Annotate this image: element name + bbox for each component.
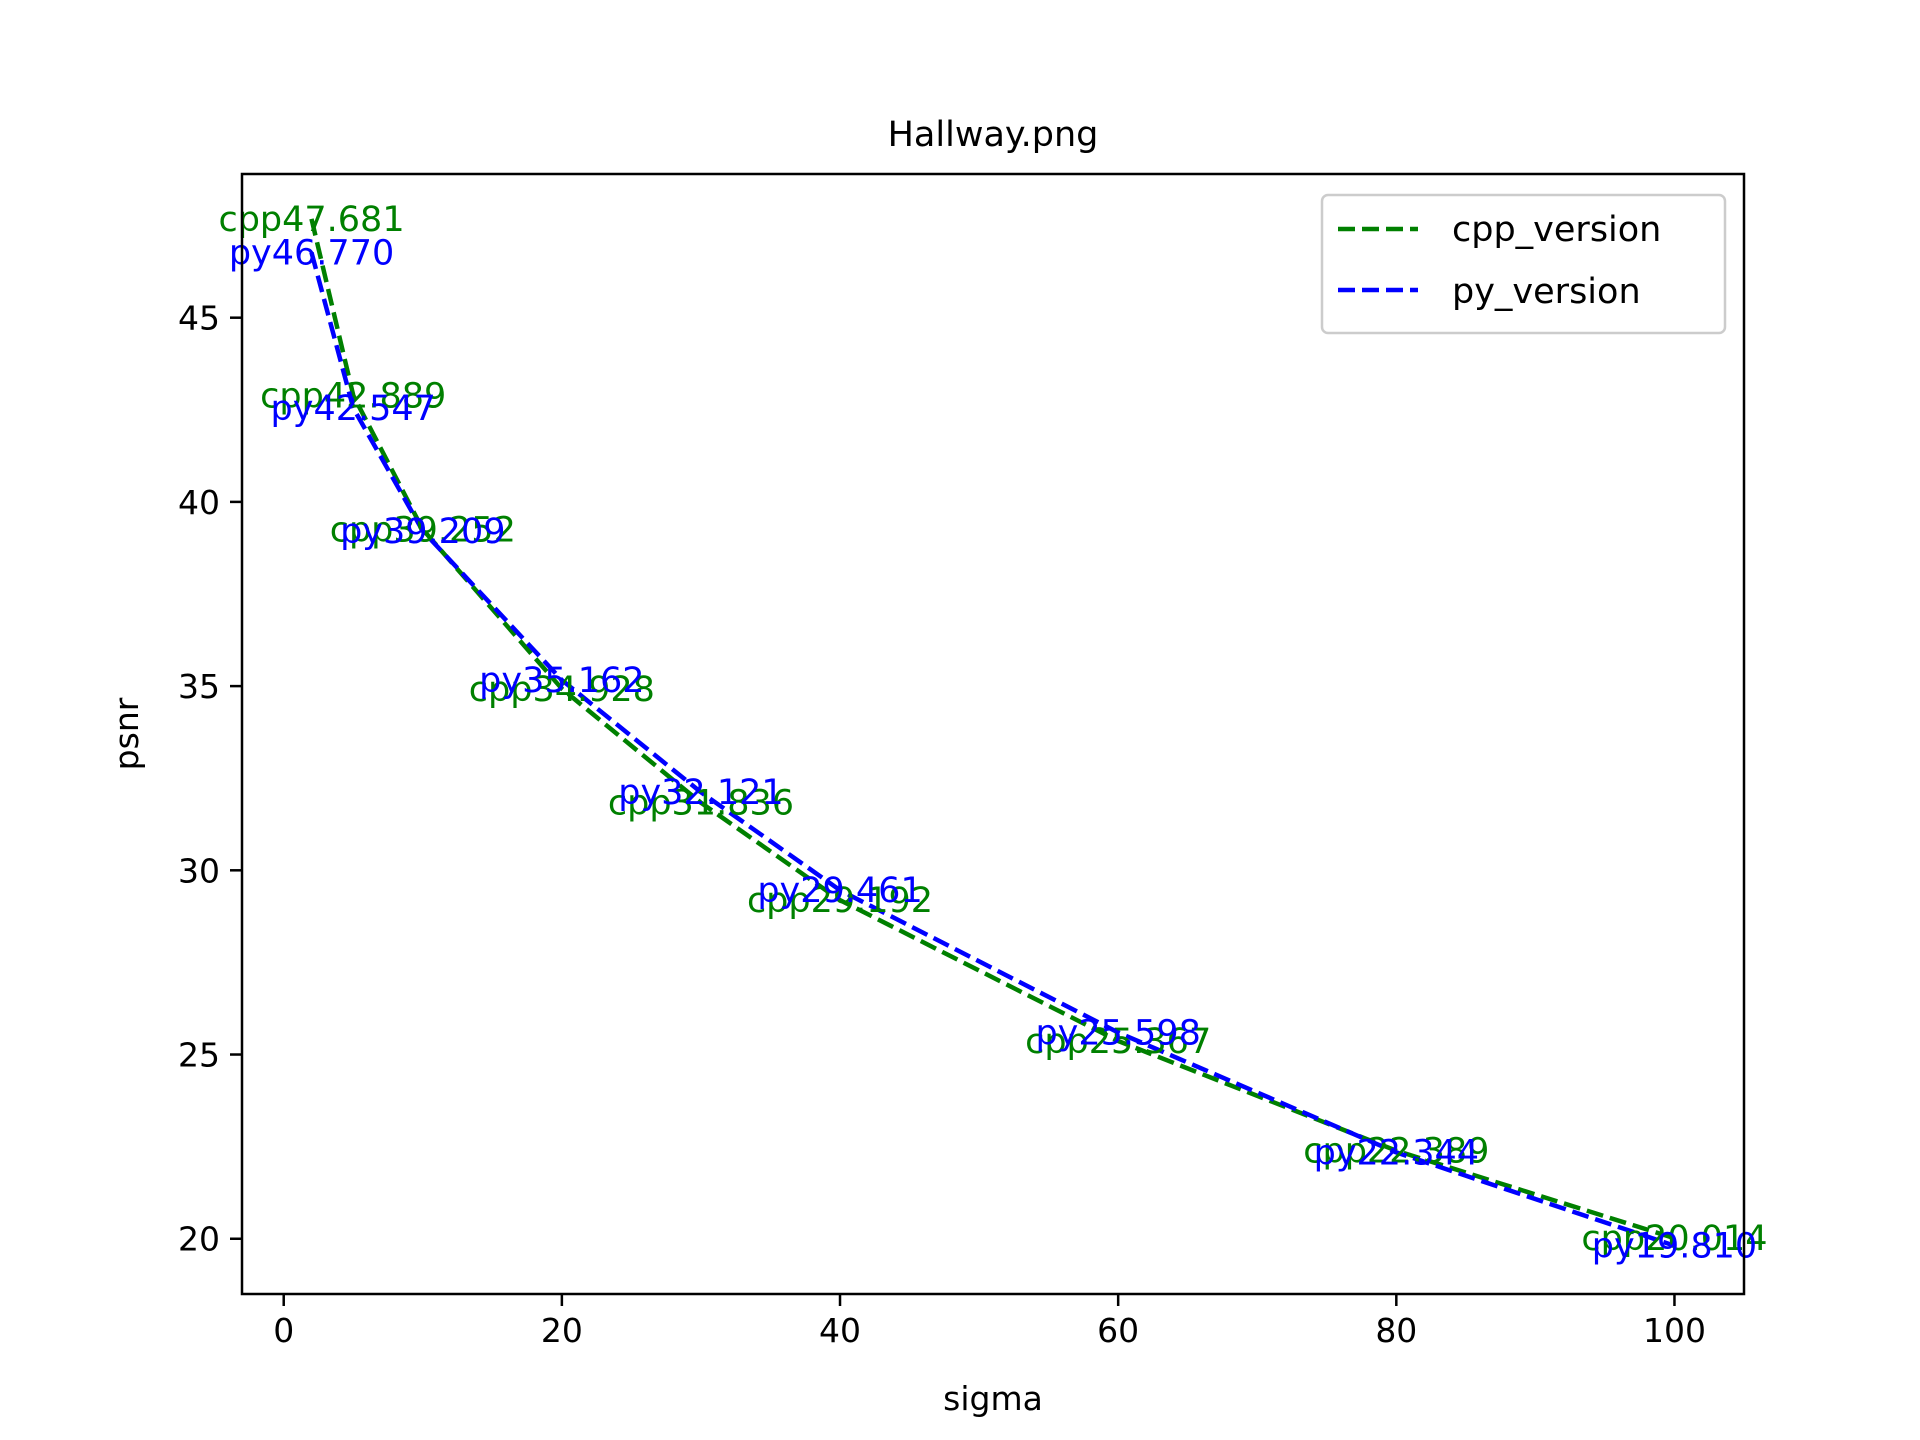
- x-tick-label: 100: [1643, 1311, 1706, 1350]
- x-tick-label: 80: [1375, 1311, 1417, 1350]
- x-tick-label: 60: [1097, 1311, 1139, 1350]
- data-label-py: py22.344: [1314, 1133, 1479, 1173]
- y-tick-label: 35: [178, 667, 220, 706]
- legend-box: [1320, 193, 1727, 335]
- x-axis-label: sigma: [943, 1379, 1043, 1418]
- data-label-cpp: cpp20.014: [1581, 1219, 1767, 1259]
- y-tick-label: 45: [178, 299, 220, 338]
- axis-ticks: 0 20 40 60 80 100 20 25 30 35 40 45: [178, 299, 1706, 1350]
- data-label-py: py19.810: [1592, 1227, 1757, 1267]
- data-label-cpp: cpp31.836: [608, 784, 794, 824]
- y-tick-label: 40: [178, 483, 220, 522]
- axes-frame: [240, 172, 1746, 1296]
- series-line-py_version: [309, 251, 1676, 1248]
- data-label-py: py35.162: [479, 661, 644, 701]
- data-labels: cpp47.681 cpp42.889 cpp39.252 cpp34.928 cpp3…: [218, 200, 1767, 1267]
- data-label-py: py39.209: [340, 512, 505, 552]
- y-tick-label: 30: [178, 851, 220, 890]
- data-label-cpp: cpp47.681: [218, 200, 404, 240]
- x-tick-label: 20: [541, 1311, 583, 1350]
- data-label-cpp: cpp25.367: [1025, 1022, 1211, 1062]
- legend: cpp_version py_version: [1320, 193, 1727, 335]
- y-tick-label: 25: [178, 1036, 220, 1075]
- data-label-cpp: cpp29.192: [747, 881, 933, 921]
- data-label-py: py42.547: [271, 389, 436, 429]
- data-label-cpp: cpp34.928: [469, 670, 655, 710]
- legend-label-py: py_version: [1452, 272, 1641, 312]
- legend-label-cpp: cpp_version: [1452, 210, 1661, 250]
- chart-title: Hallway.png: [888, 115, 1099, 155]
- x-tick-label: 0: [273, 1311, 294, 1350]
- data-label-py: py46.770: [229, 233, 394, 273]
- data-label-cpp: cpp39.252: [330, 510, 516, 550]
- plot-area: [309, 218, 1676, 1248]
- x-tick-label: 40: [819, 1311, 861, 1350]
- y-axis-label: psnr: [107, 697, 146, 770]
- data-label-cpp: cpp22.389: [1303, 1132, 1489, 1172]
- data-label-py: py25.598: [1035, 1013, 1200, 1053]
- data-label-py: py32.121: [618, 773, 783, 813]
- data-label-cpp: cpp42.889: [260, 376, 446, 416]
- y-tick-label: 20: [178, 1220, 220, 1259]
- data-label-py: py29.461: [757, 871, 922, 911]
